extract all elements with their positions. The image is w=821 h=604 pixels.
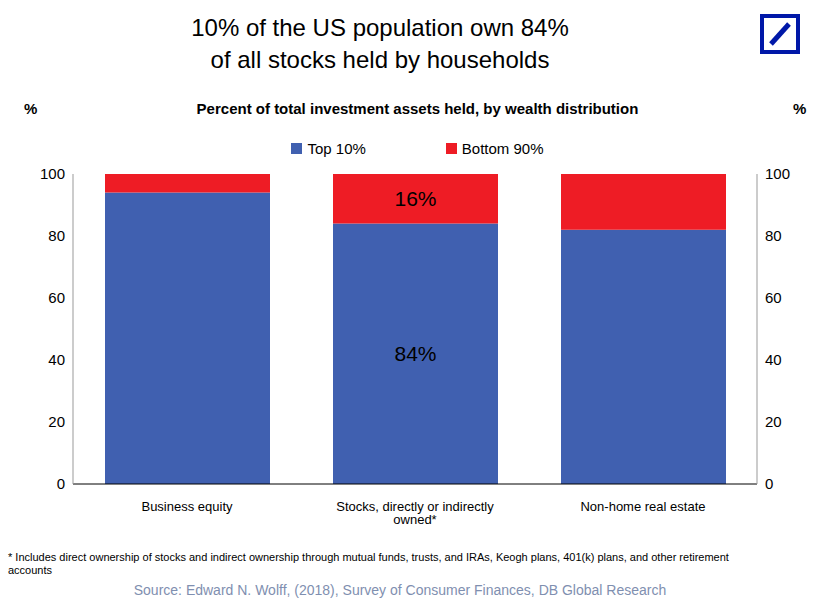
- html-text:of all stocks held by househol: of all stocks held by households: [210, 46, 550, 73]
- svg-text:40: 40: [765, 351, 782, 368]
- html-text:10% of the US population own 8: 10% of the US population own 84%: [191, 14, 569, 41]
- svg-text:0: 0: [57, 475, 65, 492]
- html-text:Percent of total investment as: Percent of total investment assets held,…: [196, 100, 639, 117]
- svg-text:0: 0: [765, 475, 773, 492]
- html-text:Top 10%: Top 10%: [307, 140, 366, 157]
- svg-text:80: 80: [765, 227, 782, 244]
- svg-text:60: 60: [765, 289, 782, 306]
- svg-text:84%: 84%: [394, 342, 436, 365]
- svg-text:16%: 16%: [394, 187, 436, 210]
- svg-text:Business equity: Business equity: [141, 499, 233, 514]
- html-text:Bottom 90%: Bottom 90%: [461, 140, 544, 157]
- svg-text:20: 20: [765, 413, 782, 430]
- svg-text:100: 100: [765, 165, 790, 182]
- html-text:Source: Edward N. Wolff, (2018: Source: Edward N. Wolff, (2018), Survey …: [133, 582, 667, 598]
- svg-text:40: 40: [48, 351, 65, 368]
- svg-text:Stocks, directly or indirectly: Stocks, directly or indirectlyowned*: [336, 499, 494, 527]
- svg-text:80: 80: [48, 227, 65, 244]
- svg-text:Non-home real estate: Non-home real estate: [580, 499, 705, 514]
- svg-text:100: 100: [40, 165, 65, 182]
- svg-text:60: 60: [48, 289, 65, 306]
- svg-text:20: 20: [48, 413, 65, 430]
- html-text:* Includes direct ownership of: * Includes direct ownership of stocks an…: [8, 551, 729, 576]
